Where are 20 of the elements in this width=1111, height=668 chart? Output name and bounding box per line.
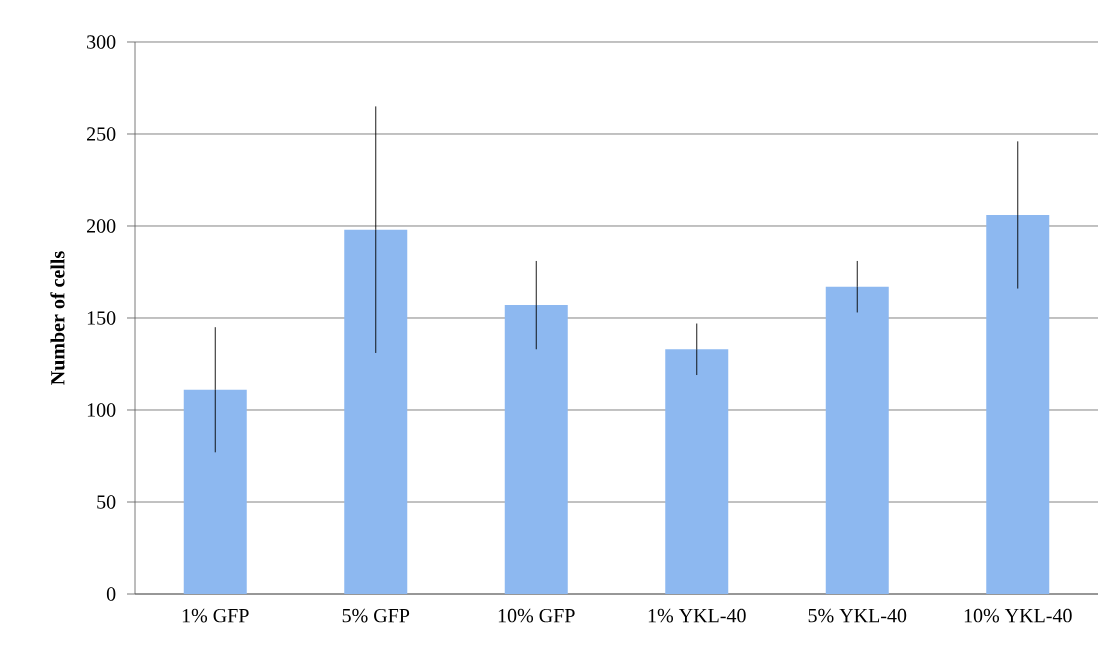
bar [825, 286, 889, 594]
x-tick-label: 5% GFP [342, 608, 410, 623]
x-tick-label: 1% GFP [182, 608, 249, 623]
y-tick-label: 300 [87, 35, 116, 49]
y-tick-label: 50 [97, 495, 116, 509]
bar [665, 349, 729, 594]
bar [344, 229, 408, 594]
bar [183, 389, 247, 594]
y-tick-label: 150 [87, 311, 116, 325]
x-tick-label: 10% GFP [498, 608, 575, 623]
x-tick-label: 1% YKL-40 [648, 608, 746, 623]
y-tick-label: 0 [106, 587, 116, 601]
bar [504, 305, 568, 594]
y-tick-label: 200 [87, 219, 116, 233]
y-tick-label: 100 [87, 403, 116, 417]
y-axis-title: Number of cells [50, 251, 65, 385]
x-tick-label: 5% YKL-40 [808, 608, 907, 623]
y-tick-label: 250 [87, 127, 116, 141]
bar [986, 214, 1050, 594]
x-tick-label: 10% YKL-40 [964, 608, 1072, 623]
